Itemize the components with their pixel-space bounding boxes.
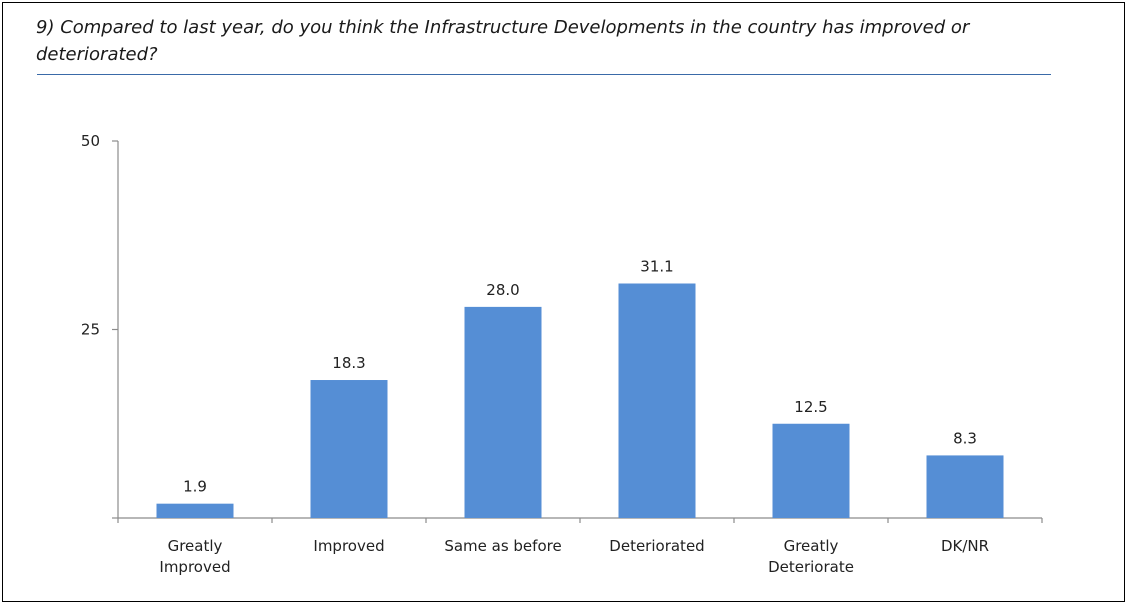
chart-axes — [117, 141, 1043, 523]
y-tick-label: 25 — [81, 321, 100, 339]
x-tick-label: Same as before — [444, 537, 561, 555]
data-label: 18.3 — [332, 354, 365, 372]
x-tick-label: Greatly Improved — [159, 537, 230, 576]
y-axis-ticks: 25 50 — [81, 132, 118, 519]
data-label: 12.5 — [794, 398, 827, 416]
bar — [464, 306, 542, 518]
x-tick-label: Greatly Deteriorate — [768, 537, 854, 576]
data-label: 31.1 — [640, 258, 673, 276]
data-label: 1.9 — [183, 478, 207, 496]
data-label: 28.0 — [486, 281, 519, 299]
bar — [310, 380, 388, 518]
bar — [772, 423, 850, 518]
question-title: 9) Compared to last year, do you think t… — [36, 17, 970, 65]
bar — [926, 455, 1004, 518]
x-tick-label: Deteriorated — [609, 537, 704, 555]
x-tick-label: Improved — [313, 537, 384, 555]
x-axis-labels: Greatly Improved Improved Same as before Det… — [159, 537, 989, 576]
y-tick-label: 50 — [81, 132, 100, 150]
bar — [618, 283, 696, 518]
data-label: 8.3 — [953, 429, 977, 447]
data-labels: 1.9 18.3 28.0 31.1 12.5 8.3 — [183, 258, 977, 496]
title-divider — [37, 74, 1051, 75]
chart-bars — [156, 283, 1004, 518]
x-tick-label: DK/NR — [941, 537, 989, 555]
bar — [156, 503, 234, 518]
